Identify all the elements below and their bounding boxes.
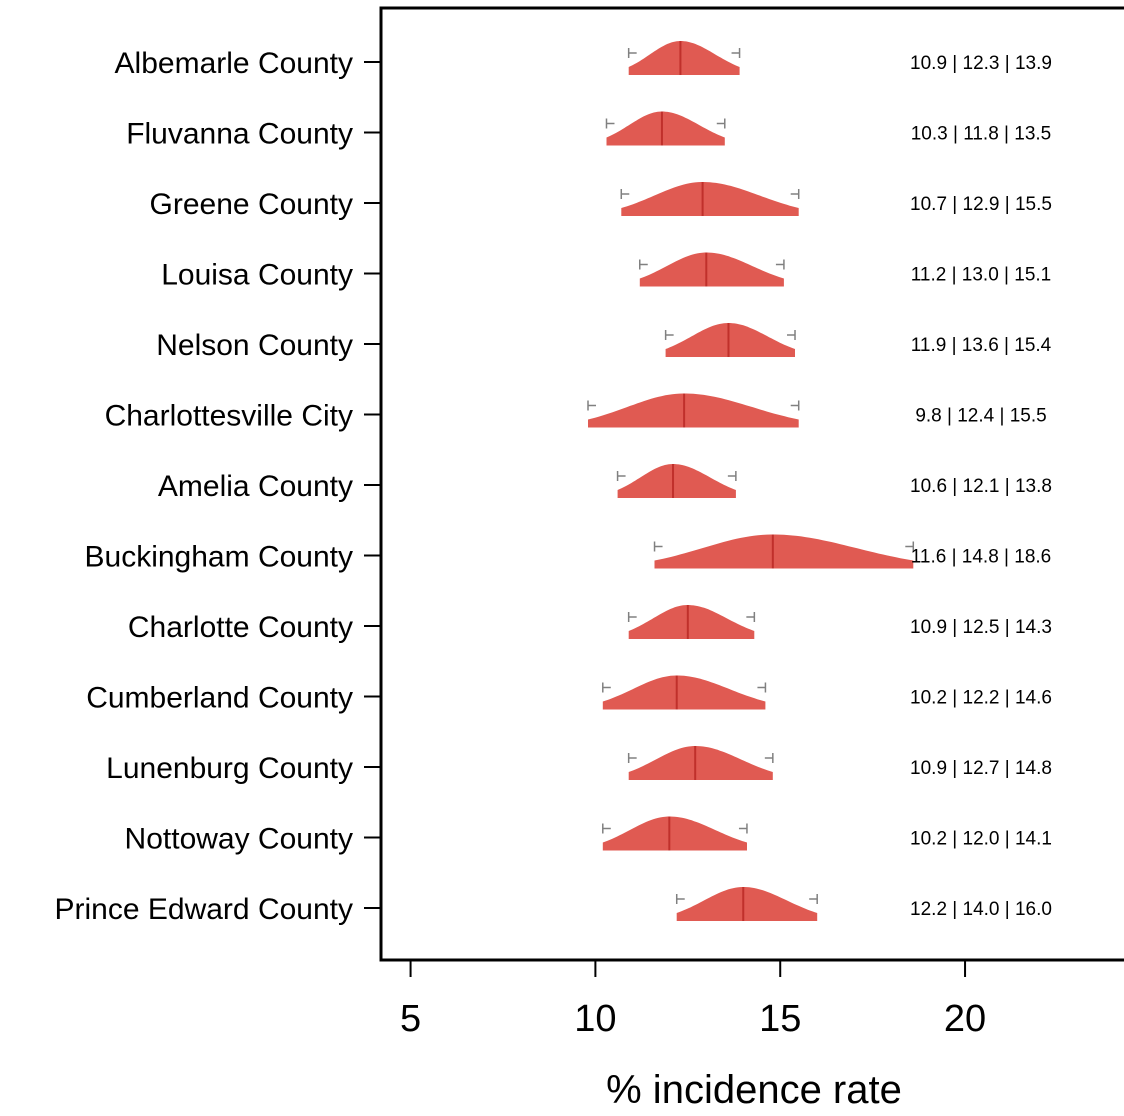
interval-label: 10.2 | 12.2 | 14.6 [910, 688, 1052, 709]
high-whisker-cap [790, 400, 800, 411]
low-whisker-cap [602, 682, 611, 693]
x-tick-label: 5 [400, 998, 421, 1040]
category-label: Fluvanna County [126, 118, 353, 151]
low-whisker-cap [616, 471, 626, 481]
high-whisker-cap [775, 259, 785, 270]
high-whisker-cap [716, 118, 726, 129]
x-axis-title: % incidence rate [606, 1068, 902, 1112]
category-label: Prince Edward County [55, 893, 353, 926]
y-axis-ticks [364, 61, 381, 909]
high-whisker-cap [727, 471, 737, 481]
density-ridge [602, 816, 747, 851]
high-whisker-cap [809, 894, 818, 904]
interval-label: 9.8 | 12.4 | 15.5 [915, 406, 1046, 427]
category-label: Nottoway County [125, 823, 353, 856]
category-label: Buckingham County [85, 541, 353, 574]
low-whisker-cap [587, 400, 597, 411]
low-whisker-cap [627, 48, 637, 58]
interval-label: 10.9 | 12.7 | 14.8 [910, 758, 1052, 779]
interval-label: 10.3 | 11.8 | 13.5 [911, 124, 1052, 145]
high-whisker-cap [905, 541, 915, 552]
low-whisker-cap [653, 541, 663, 552]
low-whisker-cap [602, 823, 611, 834]
density-ridge [628, 746, 773, 780]
category-labels-group: Albemarle County Fluvanna County Greene Co… [55, 47, 353, 926]
x-tick-label: 20 [944, 998, 986, 1040]
density-ridge [628, 41, 740, 75]
interval-label: 11.6 | 14.8 | 18.6 [911, 547, 1052, 568]
high-whisker-cap [764, 753, 774, 763]
interval-label: 10.6 | 12.1 | 13.8 [910, 476, 1052, 497]
density-ridge [588, 393, 799, 428]
category-label: Lunenburg County [106, 752, 353, 785]
interval-label: 10.9 | 12.5 | 14.3 [910, 617, 1052, 638]
interval-label: 12.2 | 14.0 | 16.0 [910, 899, 1052, 920]
interval-label: 10.2 | 12.0 | 14.1 [910, 829, 1052, 850]
density-ridge [665, 323, 795, 357]
ridges-group [587, 41, 915, 921]
x-axis: 5 10 15 20 [400, 960, 986, 1040]
low-whisker-cap [639, 259, 648, 270]
low-whisker-cap [664, 330, 674, 340]
density-ridge [621, 182, 799, 216]
interval-label: 10.9 | 12.3 | 13.9 [910, 53, 1052, 74]
category-label: Charlotte County [128, 611, 353, 644]
high-whisker-cap [787, 330, 796, 340]
category-label: Nelson County [156, 329, 353, 362]
density-ridge [628, 605, 755, 639]
category-label: Louisa County [161, 259, 353, 292]
category-label: Greene County [150, 188, 353, 221]
x-tick-label: 10 [574, 998, 616, 1040]
value-labels-group: 10.9 | 12.3 | 13.9 10.3 | 11.8 | 13.5 10.7… [910, 53, 1052, 920]
high-whisker-cap [790, 189, 800, 199]
density-ridge [602, 675, 766, 710]
density-ridge [654, 534, 914, 569]
low-whisker-cap [627, 612, 637, 622]
category-label: Cumberland County [86, 682, 353, 715]
high-whisker-cap [746, 612, 756, 622]
interval-label: 10.7 | 12.9 | 15.5 [910, 194, 1052, 215]
low-whisker-cap [627, 753, 637, 763]
interval-label: 11.9 | 13.6 | 15.4 [911, 335, 1052, 356]
category-label: Albemarle County [115, 47, 353, 80]
interval-label: 11.2 | 13.0 | 15.1 [911, 265, 1052, 286]
x-tick-label: 15 [759, 998, 801, 1040]
category-label: Charlottesville City [105, 400, 353, 433]
density-ridge [617, 464, 736, 498]
high-whisker-cap [757, 682, 767, 693]
high-whisker-cap [738, 823, 748, 834]
density-ridge [606, 111, 725, 146]
low-whisker-cap [605, 118, 615, 129]
low-whisker-cap [675, 894, 685, 904]
category-label: Amelia County [158, 470, 353, 503]
low-whisker-cap [620, 189, 630, 199]
density-ridge [676, 887, 818, 921]
high-whisker-cap [731, 48, 741, 58]
density-ridge [639, 252, 784, 287]
